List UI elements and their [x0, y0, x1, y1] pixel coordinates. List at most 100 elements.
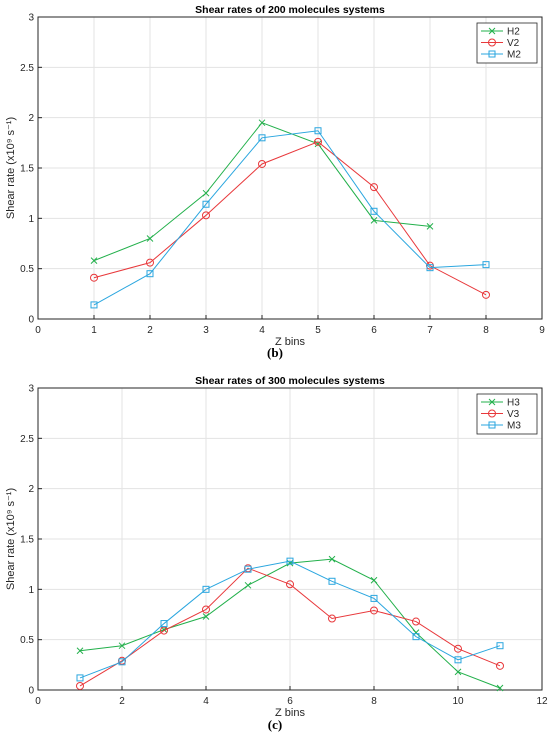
square-marker — [488, 50, 496, 58]
circle-marker — [160, 626, 168, 635]
chart-0: 0 1 2 3 4 5 6 7 8 9 0 0.5 1 1.5 2 2.5 3 Shear rates of 20… — [5, 4, 545, 348]
x-marker — [314, 140, 322, 148]
x-marker — [118, 642, 126, 650]
x-tick-label: 0 — [35, 325, 41, 336]
marker-stroke — [202, 189, 210, 197]
series-M2 — [90, 127, 490, 309]
square-marker — [482, 261, 490, 269]
square-marker — [202, 585, 210, 593]
square-marker — [488, 421, 496, 429]
y-tick-label: 1 — [28, 214, 34, 225]
x-tick-label: 8 — [371, 696, 377, 707]
series-H2 — [90, 119, 434, 264]
legend-label: V3 — [507, 409, 520, 420]
chart-1: 0 2 4 6 8 10 12 0 0.5 1 1.5 2 2.5 3 Shear rates of 300… — [5, 375, 548, 719]
marker-stroke — [286, 559, 294, 567]
x-tick-label: 0 — [35, 696, 41, 707]
x-marker — [488, 398, 496, 406]
marker-stroke — [370, 216, 378, 224]
marker-stroke — [90, 257, 98, 264]
x-tick-label: 6 — [371, 325, 377, 336]
x-marker — [146, 235, 154, 242]
x-axis-label: Z bins — [275, 707, 305, 719]
y-tick-label: 2 — [28, 113, 34, 124]
x-tick-label: 4 — [259, 325, 265, 336]
square-marker — [370, 594, 378, 602]
square-marker — [454, 656, 462, 664]
square-marker — [496, 642, 504, 650]
square-marker — [90, 301, 98, 309]
x-tick-label: 12 — [536, 696, 548, 707]
x-axis-label: Z bins — [275, 336, 305, 348]
marker-stroke — [76, 647, 84, 655]
y-tick-label: 1 — [28, 585, 34, 596]
circle-marker — [412, 617, 420, 626]
marker-stroke — [370, 576, 378, 584]
marker-stroke — [426, 223, 434, 230]
circle-marker — [482, 290, 490, 299]
circle-marker — [202, 605, 210, 614]
x-tick-label: 5 — [315, 325, 321, 336]
marker-stroke — [118, 642, 126, 650]
x-tick-label: 9 — [539, 325, 545, 336]
square-marker — [160, 620, 168, 628]
circle-marker — [76, 681, 84, 690]
axes-box — [37, 16, 543, 320]
x-marker — [426, 223, 434, 230]
series-line — [93, 141, 487, 296]
marker-stroke — [488, 27, 496, 35]
x-tick-label: 8 — [483, 325, 489, 336]
marker-stroke — [328, 555, 336, 563]
chart-title: Shear rates of 200 molecules systems — [195, 4, 385, 16]
circle-marker — [328, 614, 336, 623]
circle-marker — [370, 606, 378, 615]
marker-stroke — [496, 684, 504, 692]
y-tick-label: 0.5 — [20, 635, 34, 646]
x-tick-label: 7 — [427, 325, 433, 336]
x-marker — [488, 27, 496, 35]
square-marker — [328, 577, 336, 585]
y-tick-label: 0.5 — [20, 264, 34, 275]
chart-title: Shear rates of 300 molecules systems — [195, 375, 385, 387]
y-tick-label: 3 — [28, 13, 34, 24]
circle-marker — [258, 159, 266, 168]
square-marker — [76, 674, 84, 682]
x-marker — [258, 119, 266, 127]
y-tick-label: 2.5 — [20, 434, 34, 445]
marker-stroke — [454, 668, 462, 676]
series-V3 — [76, 564, 504, 690]
x-marker — [370, 216, 378, 224]
circle-marker — [454, 644, 462, 653]
x-marker — [328, 555, 336, 563]
series-line — [79, 560, 501, 679]
series-line — [93, 130, 487, 306]
circle-marker — [488, 409, 496, 418]
series-H3 — [76, 555, 504, 692]
y-tick-label: 1.5 — [20, 164, 34, 175]
x-tick-label: 2 — [119, 696, 125, 707]
circle-marker — [146, 258, 154, 267]
circle-marker — [202, 211, 210, 220]
marker-stroke — [488, 398, 496, 406]
square-marker — [146, 270, 154, 278]
marker-stroke — [258, 119, 266, 127]
square-marker — [286, 557, 294, 565]
marker-stroke — [146, 235, 154, 242]
square-marker — [370, 207, 378, 215]
series-line — [79, 567, 501, 687]
axes-box — [37, 387, 543, 691]
circle-marker — [370, 183, 378, 192]
legend-label: H2 — [507, 27, 520, 38]
square-marker — [314, 127, 322, 135]
x-marker — [90, 257, 98, 264]
x-marker — [202, 189, 210, 197]
circle-marker — [286, 580, 294, 589]
marker-stroke — [314, 140, 322, 148]
y-tick-label: 2.5 — [20, 63, 34, 74]
square-marker — [258, 134, 266, 142]
y-tick-label: 1.5 — [20, 535, 34, 546]
y-axis-label: Shear rate (x10⁹ s⁻¹) — [5, 117, 17, 219]
